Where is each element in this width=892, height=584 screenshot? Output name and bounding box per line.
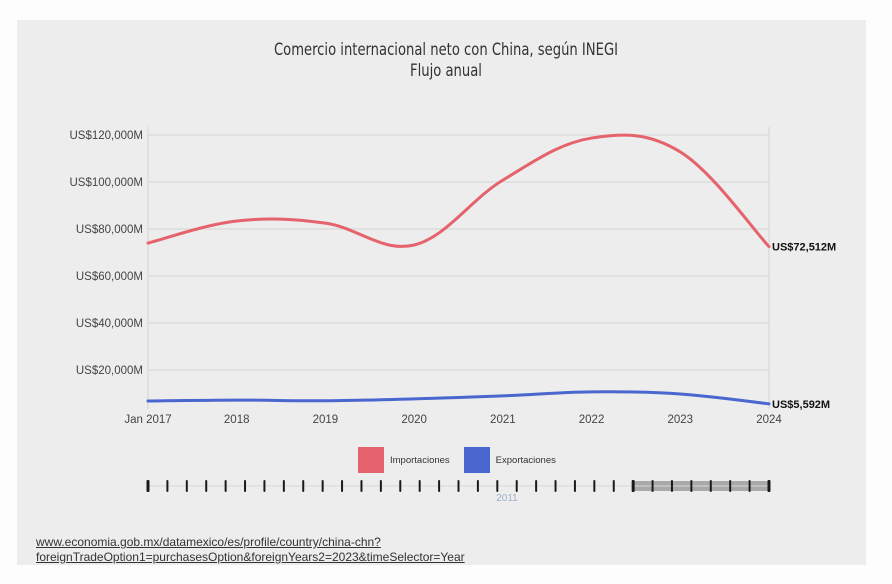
x-tick-label: Jan 2017 (124, 414, 171, 426)
legend-item-importaciones[interactable]: Importaciones (358, 447, 450, 473)
legend-swatch-exportaciones (463, 447, 490, 473)
series-line-exportaciones[interactable] (146, 390, 771, 406)
series-lines (142, 132, 771, 407)
x-tick-label: 2018 (224, 414, 250, 426)
data-point-exportaciones[interactable] (319, 395, 331, 407)
chart-subtitle: Flujo anual (410, 61, 482, 81)
x-tick-label: 2024 (756, 414, 782, 426)
data-point-importaciones[interactable] (231, 215, 243, 227)
y-tick-label: US$60,000M (76, 271, 143, 283)
y-tick-label: US$40,000M (76, 318, 143, 330)
y-axis-ticks: US$20,000M US$40,000M US$60,000M US$80,000M… (69, 130, 143, 377)
legend-label-exportaciones: Exportaciones (495, 454, 556, 466)
end-label-exportaciones: US$5,592M (772, 399, 830, 411)
data-point-importaciones[interactable] (586, 132, 598, 144)
x-tick-label: 2023 (667, 414, 693, 426)
x-tick-label: 2019 (313, 414, 339, 426)
y-tick-label: US$120,000M (69, 130, 143, 142)
y-tick-label: US$20,000M (76, 365, 143, 377)
data-point-exportaciones[interactable] (586, 386, 598, 398)
y-tick-label: US$100,000M (69, 177, 143, 189)
legend-label-importaciones: Importaciones (390, 454, 450, 466)
x-tick-label: 2022 (579, 414, 605, 426)
data-point-exportaciones[interactable] (231, 394, 243, 406)
series-line-importaciones[interactable] (146, 133, 771, 249)
legend-swatch-importaciones (358, 447, 384, 473)
data-point-exportaciones[interactable] (497, 390, 509, 402)
x-tick-label: 2020 (401, 414, 427, 426)
source-link-line-2[interactable]: foreignTradeOption1=purchasesOption&fore… (36, 550, 465, 564)
end-labels: US$72,512M US$5,592M (772, 242, 836, 411)
data-point-exportaciones[interactable] (674, 388, 686, 400)
data-point-importaciones[interactable] (408, 239, 420, 251)
end-label-importaciones: US$72,512M (772, 242, 836, 254)
chart-title: Comercio internacional neto con China, s… (273, 40, 619, 60)
legend-item-exportaciones[interactable]: Exportaciones (463, 447, 556, 473)
x-axis-ticks: Jan 2017 2018 2019 2020 2021 2022 2023 2024 (124, 414, 782, 426)
source-link-line-1[interactable]: www.economia.gob.mx/datamexico/es/profil… (36, 535, 381, 549)
x-tick-label: 2021 (490, 414, 516, 426)
chart-title-block: Comercio internacional neto con China, s… (0, 40, 892, 82)
data-point-exportaciones[interactable] (142, 395, 154, 407)
data-point-exportaciones[interactable] (408, 393, 420, 405)
data-point-importaciones[interactable] (674, 146, 686, 158)
data-point-importaciones[interactable] (142, 237, 154, 249)
data-point-importaciones[interactable] (319, 217, 331, 229)
chart-panel (17, 20, 866, 565)
data-point-importaciones[interactable] (497, 174, 509, 186)
source-link[interactable]: www.economia.gob.mx/datamexico/es/profil… (36, 535, 465, 565)
legend: Importaciones Exportaciones (358, 447, 570, 473)
grid-lines (147, 127, 770, 409)
y-tick-label: US$80,000M (76, 224, 143, 236)
